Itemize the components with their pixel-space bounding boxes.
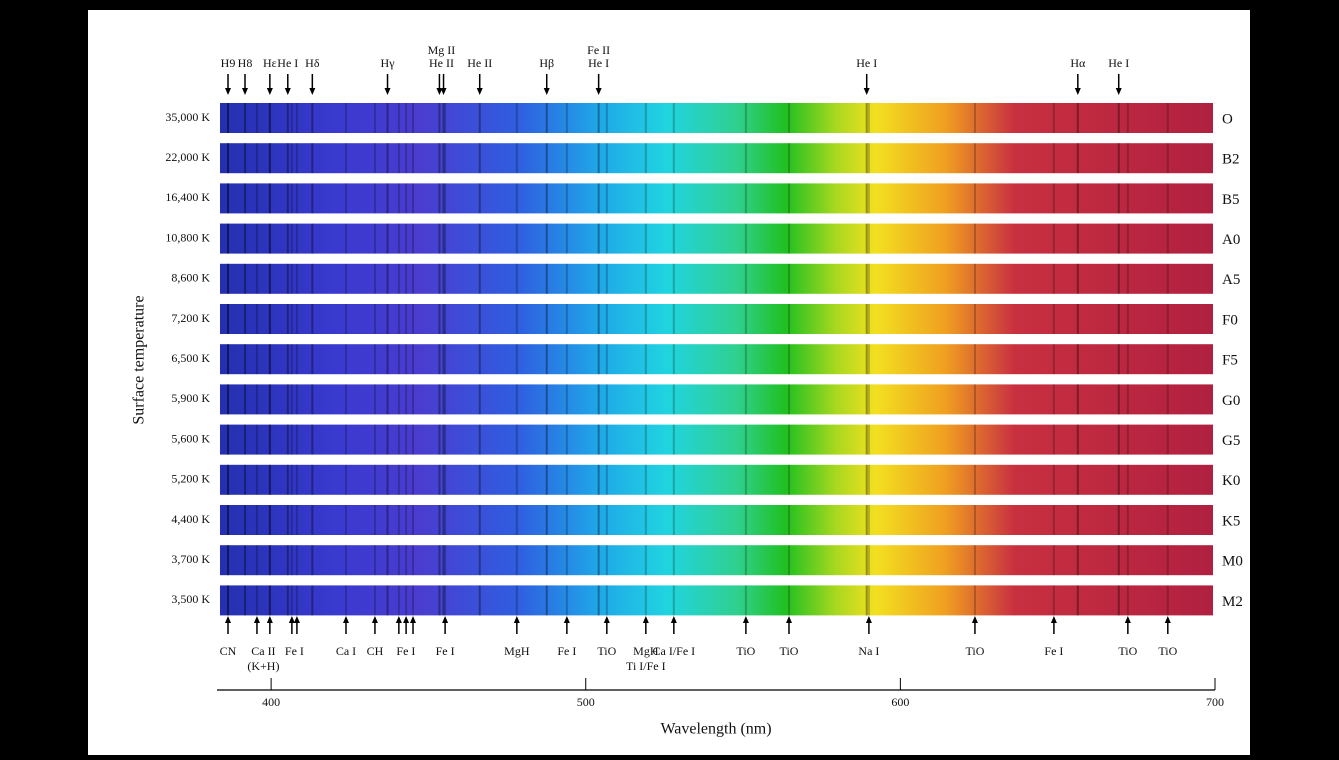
spectrum-band: [220, 344, 1213, 374]
top-line-label: He II: [467, 56, 492, 70]
temperature-label: 5,600 K: [171, 431, 210, 445]
spectrum-band: [220, 103, 1213, 133]
bottom-line-label: TiO: [736, 644, 755, 658]
x-tick-label: 600: [891, 695, 909, 709]
bottom-line-label: TiO: [597, 644, 616, 658]
temperature-label: 3,500 K: [171, 592, 210, 606]
temperature-label: 3,700 K: [171, 552, 210, 566]
bottom-line-label: CH: [367, 644, 384, 658]
slide: Surface temperature Wavelength (nm) 35,0…: [0, 0, 1339, 760]
bottom-line-label: Fe I: [285, 644, 304, 658]
spectral-class: A0: [1222, 232, 1240, 248]
spectral-class: A5: [1222, 272, 1240, 288]
spectral-class: G5: [1222, 433, 1240, 449]
spectrum-band: [220, 384, 1213, 414]
temperature-label: 8,600 K: [171, 271, 210, 285]
top-line-label: Fe II: [587, 43, 610, 57]
temperature-label: 5,200 K: [171, 472, 210, 486]
bottom-line-label: Fe I: [436, 644, 455, 658]
spectrum-band: [220, 545, 1213, 575]
temperature-label: 22,000 K: [165, 150, 210, 164]
spectral-class: G0: [1222, 393, 1240, 409]
bottom-line-label: Fe I: [557, 644, 576, 658]
spectrum-band: [220, 585, 1213, 615]
top-line-label: Hβ: [539, 56, 554, 70]
top-line-label: Mg II: [428, 43, 456, 57]
spectral-class: K5: [1222, 513, 1240, 529]
spectrum-band: [220, 465, 1213, 495]
spectrum-band: [220, 425, 1213, 455]
spectrum-band: [220, 183, 1213, 213]
bottom-line-label: MgH: [504, 644, 530, 658]
temperature-label: 4,400 K: [171, 512, 210, 526]
spectrum-band: [220, 224, 1213, 254]
bottom-line-label: TiO: [965, 644, 984, 658]
bottom-line-label: (K+H): [247, 659, 279, 673]
spectrum-band: [220, 505, 1213, 535]
top-line-label: He I: [277, 56, 298, 70]
spectral-class: M2: [1222, 594, 1243, 610]
temperature-label: 10,800 K: [165, 230, 210, 244]
top-line-label: Hγ: [381, 56, 396, 70]
spectrum-band: [220, 304, 1213, 334]
bottom-line-label: Fe I: [1044, 644, 1063, 658]
top-line-label: Hε: [263, 56, 277, 70]
top-line-label: H8: [238, 56, 253, 70]
top-line-label: Hα: [1070, 56, 1086, 70]
top-line-label: He II: [429, 56, 454, 70]
bottom-line-label: Ca II: [251, 644, 275, 658]
bottom-line-label: Fe I: [396, 644, 415, 658]
bottom-line-label: Ti I/Fe I: [626, 659, 666, 673]
top-line-label: He I: [1108, 56, 1129, 70]
spectrum-band: [220, 143, 1213, 173]
temperature-label: 5,900 K: [171, 391, 210, 405]
bottom-line-label: TiO: [1118, 644, 1137, 658]
top-line-label: H9: [221, 56, 236, 70]
spectral-class: B5: [1222, 192, 1240, 208]
bottom-line-label: CN: [220, 644, 237, 658]
temperature-label: 35,000 K: [165, 110, 210, 124]
spectral-class: B2: [1222, 152, 1240, 168]
top-line-label: Hδ: [305, 56, 320, 70]
bottom-line-label: Ca I/Fe I: [653, 644, 696, 658]
top-line-label: He I: [856, 56, 877, 70]
x-tick-label: 400: [262, 695, 280, 709]
spectrum-band: [220, 264, 1213, 294]
y-axis-label: Surface temperature: [131, 295, 148, 424]
bottom-line-label: Ca I: [336, 644, 356, 658]
x-tick-label: 500: [577, 695, 595, 709]
spectral-class: F5: [1222, 353, 1238, 369]
bottom-line-label: TiO: [1158, 644, 1177, 658]
spectral-class: F0: [1222, 312, 1238, 328]
x-tick-label: 700: [1206, 695, 1224, 709]
spectral-class: O: [1222, 111, 1233, 127]
spectral-class: K0: [1222, 473, 1240, 489]
top-line-label: He I: [588, 56, 609, 70]
temperature-label: 16,400 K: [165, 190, 210, 204]
temperature-label: 6,500 K: [171, 351, 210, 365]
temperature-label: 7,200 K: [171, 311, 210, 325]
bottom-line-label: Na I: [858, 644, 879, 658]
x-axis-label: Wavelength (nm): [660, 721, 771, 738]
bottom-line-label: TiO: [780, 644, 799, 658]
spectral-class: M0: [1222, 554, 1243, 570]
